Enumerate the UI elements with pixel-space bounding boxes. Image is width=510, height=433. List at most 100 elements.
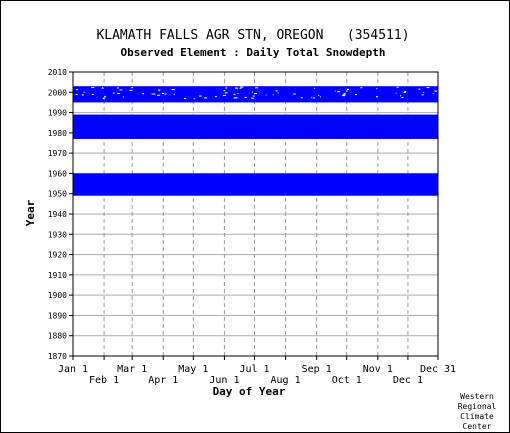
x-tick-label: Jul 1 <box>239 364 269 375</box>
missing-day-mark <box>103 97 105 99</box>
missing-day-mark <box>81 94 84 96</box>
missing-day-mark <box>423 92 425 94</box>
missing-day-mark <box>112 92 115 94</box>
missing-day-mark <box>223 90 226 92</box>
missing-day-mark <box>252 91 254 93</box>
missing-day-mark <box>265 94 267 96</box>
missing-day-mark <box>314 87 316 89</box>
x-tick-label: Dec 1 <box>393 375 423 386</box>
y-axis-ticks: 2010 2000 1990 1980 1970 1960 1950 1940 1930 1920… <box>48 68 73 361</box>
y-tick-label: 1900 <box>48 291 67 300</box>
missing-day-mark <box>404 91 407 93</box>
missing-day-mark <box>204 97 208 99</box>
missing-day-mark <box>222 94 226 96</box>
missing-day-mark <box>154 93 156 95</box>
missing-day-mark <box>395 92 397 94</box>
missing-day-mark <box>173 94 175 96</box>
missing-day-mark <box>102 98 105 100</box>
missing-day-mark <box>418 88 421 90</box>
missing-day-mark <box>244 96 248 98</box>
missing-day-mark <box>116 87 119 89</box>
missing-day-mark <box>239 87 242 89</box>
missing-day-mark <box>253 93 257 95</box>
missing-day-mark <box>142 93 145 95</box>
missing-day-mark <box>117 92 121 94</box>
missing-day-mark <box>432 92 434 94</box>
y-tick-label: 1950 <box>48 190 67 199</box>
missing-day-mark <box>104 96 107 98</box>
missing-day-mark <box>91 86 95 88</box>
y-tick-label: 1960 <box>48 169 67 178</box>
missing-day-mark <box>434 90 438 92</box>
x-tick-label: Aug 1 <box>271 375 301 386</box>
y-tick-label: 1930 <box>48 230 67 239</box>
missing-day-mark <box>183 98 186 100</box>
missing-day-mark <box>83 91 85 93</box>
missing-day-mark <box>396 86 399 88</box>
credit-line-3: Climate <box>460 412 494 421</box>
y-tick-label: 1940 <box>48 210 67 219</box>
x-tick-label: May 1 <box>178 364 208 375</box>
x-tick-label: Apr 1 <box>148 375 178 386</box>
missing-day-mark <box>421 94 424 96</box>
missing-day-mark <box>129 89 133 91</box>
missing-day-mark <box>102 87 104 89</box>
chart-title: KLAMATH FALLS AGR STN, OREGON (354511) <box>96 28 409 43</box>
y-tick-label: 1980 <box>48 129 67 138</box>
x-tick-label: Mar 1 <box>117 364 147 375</box>
x-tick-label: Nov 1 <box>363 364 393 375</box>
missing-day-mark <box>252 95 255 97</box>
missing-day-mark <box>434 90 436 92</box>
missing-day-mark <box>104 95 106 97</box>
missing-day-mark <box>360 87 363 89</box>
missing-day-mark <box>342 95 346 97</box>
missing-day-mark <box>101 87 104 89</box>
y-axis-label: Year <box>24 199 37 226</box>
missing-day-mark <box>76 89 79 91</box>
missing-day-mark <box>293 93 297 95</box>
x-tick-label: Oct 1 <box>332 375 362 386</box>
data-band <box>73 114 438 139</box>
missing-day-mark <box>193 98 195 100</box>
missing-day-mark <box>253 97 255 99</box>
x-axis-ticks: Jan 1 Mar 1 May 1 Jul 1 Sep 1 Nov 1 Dec 31 Feb … <box>58 356 456 386</box>
missing-day-mark <box>251 97 254 99</box>
missing-day-mark <box>272 94 274 96</box>
y-tick-label: 1990 <box>48 109 67 118</box>
y-tick-label: 1890 <box>48 311 67 320</box>
x-axis-label: Day of Year <box>213 385 286 398</box>
missing-day-mark <box>214 96 217 98</box>
missing-day-mark <box>345 90 348 92</box>
missing-day-mark <box>91 93 94 95</box>
credit-line-1: Western <box>460 392 494 401</box>
missing-day-mark <box>157 94 161 96</box>
missing-day-mark <box>255 87 259 89</box>
missing-day-mark <box>320 96 322 98</box>
data-band <box>73 173 438 196</box>
missing-day-mark <box>376 96 379 98</box>
missing-day-mark <box>312 97 315 99</box>
missing-day-mark <box>159 89 161 91</box>
missing-day-mark <box>131 87 134 89</box>
y-tick-label: 1920 <box>48 251 67 260</box>
missing-day-mark <box>275 90 278 92</box>
missing-day-mark <box>311 96 313 98</box>
missing-day-mark <box>151 93 155 95</box>
missing-day-mark <box>355 94 358 96</box>
missing-data-gaps <box>75 86 438 100</box>
missing-day-mark <box>225 87 228 89</box>
missing-day-mark <box>122 96 124 98</box>
missing-day-mark <box>318 94 320 96</box>
missing-day-mark <box>224 92 228 94</box>
missing-day-mark <box>337 91 341 93</box>
missing-day-mark <box>346 88 349 90</box>
missing-day-mark <box>235 87 239 89</box>
y-tick-label: 2000 <box>48 88 67 97</box>
credit-block: Western Regional Climate Center <box>458 392 497 431</box>
missing-day-mark <box>158 90 160 92</box>
x-tick-label: Sep 1 <box>302 364 332 375</box>
missing-day-mark <box>237 93 239 95</box>
missing-day-mark <box>233 97 237 99</box>
